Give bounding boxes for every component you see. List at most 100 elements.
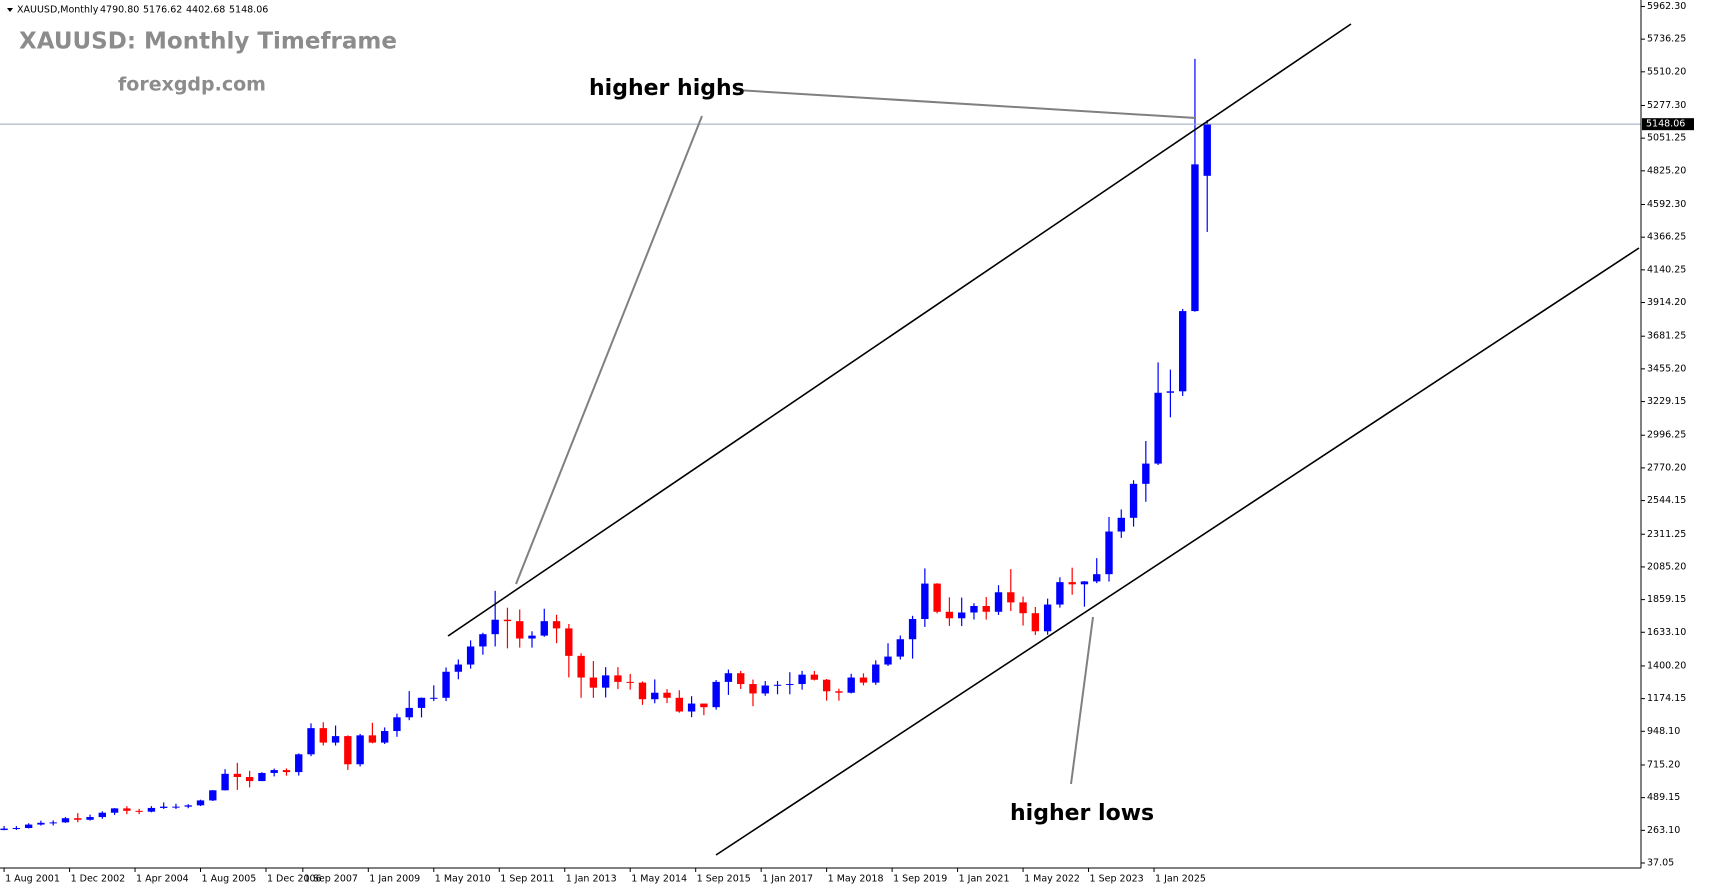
y-tick-label: 1859.15 — [1647, 594, 1686, 605]
ohlc-label: 5148.06 — [229, 5, 268, 16]
candle-body — [37, 822, 45, 825]
candle-body — [1203, 124, 1211, 176]
candle-body — [245, 777, 254, 782]
candle-body — [822, 679, 831, 692]
upper-channel-line — [447, 23, 1352, 637]
candle-body — [712, 681, 720, 708]
candle-body — [859, 677, 868, 683]
candle-body — [319, 728, 327, 743]
candle-body — [74, 818, 82, 820]
candle-body — [798, 674, 806, 685]
y-tick-label: 2311.25 — [1647, 529, 1686, 540]
y-tick-label: 1400.20 — [1647, 660, 1686, 671]
candle-body — [1105, 531, 1113, 575]
candle-body — [110, 808, 119, 813]
candle-body — [737, 673, 745, 685]
ohlc-label: 4790.80 — [100, 5, 139, 16]
candle-body — [540, 621, 548, 636]
candle-body — [417, 697, 426, 708]
candle-body — [675, 697, 683, 712]
candle-body — [196, 800, 205, 806]
candle-body — [970, 605, 978, 613]
x-tick-label: 1 Sep 2019 — [893, 874, 947, 885]
candle-body — [172, 806, 180, 808]
y-tick-label: 3455.20 — [1647, 363, 1686, 374]
lower-channel-line — [715, 247, 1640, 856]
candle-body — [430, 697, 438, 699]
y-tick-label: 2996.25 — [1647, 430, 1686, 441]
candle-body — [552, 621, 561, 629]
candle-body — [86, 817, 94, 820]
candle-body — [233, 773, 242, 778]
x-tick-label: 1 Sep 2015 — [697, 874, 751, 885]
candle-body — [1080, 581, 1089, 585]
candle-body — [958, 612, 966, 619]
symbol-label: XAUUSD,Monthly — [17, 5, 99, 16]
x-tick-label: 1 May 2014 — [631, 874, 687, 885]
y-tick-label: 3229.15 — [1647, 396, 1686, 407]
chart-subtitle: forexgdp.com — [118, 74, 266, 96]
candle-body — [0, 828, 8, 831]
y-tick-label: 1633.10 — [1647, 627, 1686, 638]
candle-body — [908, 618, 917, 640]
candle-body — [61, 818, 70, 823]
x-tick-label: 1 Dec 2002 — [71, 874, 126, 885]
y-tick-label: 5736.25 — [1647, 34, 1686, 45]
candle-body — [1093, 574, 1101, 582]
y-tick-label: 2770.20 — [1647, 462, 1686, 473]
candle-body — [356, 735, 364, 765]
candle-body — [810, 674, 819, 680]
pointer-line — [735, 89, 1197, 119]
candle-body — [258, 772, 266, 782]
candle-body — [589, 677, 598, 688]
candle-body — [1191, 164, 1199, 312]
candle-body — [565, 628, 573, 656]
candle-body — [344, 736, 352, 765]
candle-body — [49, 822, 57, 824]
candle-body — [1178, 311, 1187, 392]
annotation: higher lows — [1010, 801, 1154, 826]
candle-body — [12, 828, 21, 830]
candle-body — [528, 635, 536, 639]
candle-body — [516, 621, 524, 639]
candle-body — [761, 685, 769, 694]
candle-body — [1043, 604, 1052, 632]
candle-body — [724, 673, 733, 682]
candle-body — [1031, 613, 1040, 632]
candle-body — [503, 619, 512, 622]
candle-body — [945, 611, 954, 619]
chart-title: XAUUSD: Monthly Timeframe — [19, 29, 397, 55]
y-tick-label: 5962.30 — [1647, 1, 1686, 12]
candle-body — [466, 646, 475, 665]
candle-body — [1142, 463, 1150, 484]
candle-body — [1007, 592, 1015, 603]
x-tick-label: 1 Aug 2005 — [202, 874, 257, 885]
candle-body — [1056, 582, 1064, 605]
y-tick-label: 3681.25 — [1647, 331, 1686, 342]
candle-body — [331, 736, 340, 743]
x-tick-label: 1 May 2010 — [435, 874, 491, 885]
header-arrow — [7, 8, 13, 12]
candle-body — [982, 605, 990, 612]
y-tick-label: 263.10 — [1647, 825, 1680, 836]
candle-body — [1117, 517, 1125, 532]
x-tick-label: 1 Sep 2023 — [1090, 874, 1144, 885]
x-tick-label: 1 May 2018 — [828, 874, 884, 885]
candle-body — [884, 656, 892, 665]
candle-body — [614, 675, 622, 682]
y-tick-label: 4366.25 — [1647, 232, 1686, 243]
candle-body — [454, 664, 463, 672]
candle-body — [786, 684, 794, 686]
y-tick-label: 2085.20 — [1647, 561, 1686, 572]
ohlc-label: 5176.62 — [143, 5, 182, 16]
candle-body — [994, 592, 1003, 612]
pointer-line — [1070, 616, 1094, 785]
candle-body — [393, 717, 401, 732]
candle-body — [24, 824, 33, 829]
y-tick-label: 1174.15 — [1647, 693, 1686, 704]
candle-body — [307, 728, 315, 755]
x-tick-label: 1 Dec 2006 — [267, 874, 322, 885]
candle-body — [773, 684, 782, 686]
y-tick-label: 4592.30 — [1647, 199, 1686, 210]
